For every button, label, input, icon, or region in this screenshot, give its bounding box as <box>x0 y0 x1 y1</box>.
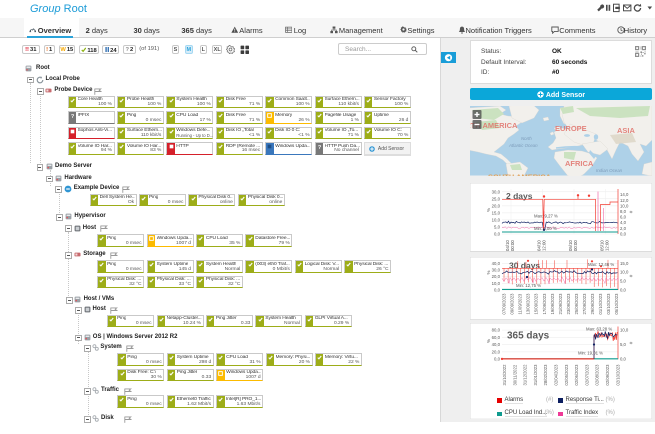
svg-text:AFRICA: AFRICA <box>565 159 594 168</box>
svg-text:00:00: 00:00 <box>573 240 578 251</box>
svg-text:365 days: 365 days <box>507 330 550 341</box>
svg-text:07/09/2023: 07/09/2023 <box>502 293 507 315</box>
svg-text:25,0: 25,0 <box>492 196 501 201</box>
svg-text:Max: 63,28 %: Max: 63,28 % <box>586 326 612 331</box>
svg-text:02/09/2023: 02/09/2023 <box>605 364 610 386</box>
svg-text:25/09/2023: 25/09/2023 <box>574 293 579 315</box>
svg-text:31/01/2023: 31/01/2023 <box>533 364 538 386</box>
svg-text:30/11/2022: 30/11/2022 <box>512 364 517 385</box>
svg-text:00:00: 00:00 <box>510 240 515 251</box>
svg-text:31/10/2022: 31/10/2022 <box>502 364 507 386</box>
svg-text:20,0: 20,0 <box>492 349 501 354</box>
svg-text:02/07/2023: 02/07/2023 <box>584 364 589 386</box>
svg-text:Min: 0,00 %: Min: 0,00 % <box>534 226 557 231</box>
svg-text:04/10: 04/10 <box>537 240 542 251</box>
svg-text:20,0: 20,0 <box>492 274 501 279</box>
svg-text:SOUTH AMERICA: SOUTH AMERICA <box>488 173 552 176</box>
svg-text:4,0: 4,0 <box>620 220 627 225</box>
svg-text:15,0: 15,0 <box>620 261 629 266</box>
svg-text:?: ? <box>71 114 75 119</box>
svg-text:31/12/2022: 31/12/2022 <box>523 364 528 386</box>
svg-text:27/09/2023: 27/09/2023 <box>582 293 587 315</box>
svg-text:05/10/2023: 05/10/2023 <box>614 293 619 315</box>
svg-text:Max: 12,46 %: Max: 12,46 % <box>588 262 614 267</box>
svg-text:30 days: 30 days <box>509 261 540 271</box>
svg-text:EUROPE: EUROPE <box>555 124 587 133</box>
svg-text:29/09/2023: 29/09/2023 <box>590 293 595 315</box>
svg-text:12,0: 12,0 <box>620 198 629 203</box>
svg-text:03/10/2023: 03/10/2023 <box>606 293 611 315</box>
svg-text:%: % <box>486 271 491 275</box>
svg-text:Min: 12,75 %: Min: 12,75 % <box>516 283 541 288</box>
svg-text:12:00: 12:00 <box>542 240 547 251</box>
svg-text:15,0: 15,0 <box>492 210 501 215</box>
svg-text:01/10/2023: 01/10/2023 <box>598 293 603 315</box>
svg-text:Max: 9,27 %: Max: 9,27 % <box>534 214 558 219</box>
svg-text:10,0: 10,0 <box>620 327 629 332</box>
svg-text:02/04/2023: 02/04/2023 <box>554 364 559 386</box>
svg-text:10,0: 10,0 <box>492 281 501 286</box>
svg-text:02/05/2023: 02/05/2023 <box>564 364 569 386</box>
svg-text:60,0: 60,0 <box>492 335 501 340</box>
svg-text:2 days: 2 days <box>506 191 533 201</box>
svg-text:02/08/2023: 02/08/2023 <box>595 364 600 386</box>
svg-text:12:00: 12:00 <box>605 240 610 251</box>
svg-text:NORTH AMERICA: NORTH AMERICA <box>470 121 518 130</box>
svg-text:ASIA: ASIA <box>617 126 636 135</box>
svg-text:#: # <box>628 341 633 344</box>
svg-text:19/09/2023: 19/09/2023 <box>550 293 555 315</box>
svg-text:10,0: 10,0 <box>620 270 629 275</box>
svg-text:5,0: 5,0 <box>620 342 627 347</box>
svg-text:Indian Ocean: Indian Ocean <box>596 168 623 173</box>
svg-text:0,0: 0,0 <box>494 288 501 293</box>
svg-text:40,0: 40,0 <box>492 261 501 266</box>
svg-text:#: # <box>628 275 633 278</box>
svg-text:15/09/2023: 15/09/2023 <box>534 293 539 315</box>
svg-text:%: % <box>486 339 491 343</box>
svg-text:6,0: 6,0 <box>620 215 627 220</box>
svg-text:0,0: 0,0 <box>620 288 627 293</box>
svg-text:0,0: 0,0 <box>620 232 627 237</box>
svg-text:5,0: 5,0 <box>620 279 627 284</box>
svg-text:05/10: 05/10 <box>568 240 573 251</box>
svg-text:02/10/2023: 02/10/2023 <box>615 364 620 386</box>
svg-text:0,0: 0,0 <box>494 356 501 361</box>
svg-text:20,0: 20,0 <box>492 203 501 208</box>
svg-text:Min: 19,01 %: Min: 19,01 % <box>578 350 603 355</box>
svg-text:30,0: 30,0 <box>492 189 501 194</box>
svg-text:0,0: 0,0 <box>494 232 501 237</box>
svg-text:10,0: 10,0 <box>620 203 629 208</box>
svg-text:13/09/2023: 13/09/2023 <box>526 293 531 315</box>
svg-text:05/10: 05/10 <box>600 240 605 251</box>
svg-text:%: % <box>486 208 491 212</box>
svg-text:28/02/2023: 28/02/2023 <box>543 364 548 386</box>
svg-text:2,0: 2,0 <box>620 226 627 231</box>
svg-text:10,0: 10,0 <box>492 217 501 222</box>
svg-text:8,0: 8,0 <box>620 209 627 214</box>
svg-text:Atlantic Ocean: Atlantic Ocean <box>508 143 538 148</box>
svg-text:21/09/2023: 21/09/2023 <box>558 293 563 315</box>
svg-text:North: North <box>521 136 532 141</box>
svg-text:23/09/2023: 23/09/2023 <box>566 293 571 315</box>
svg-text:04/10: 04/10 <box>505 240 510 251</box>
svg-text:17/09/2023: 17/09/2023 <box>542 293 547 315</box>
svg-text:5,0: 5,0 <box>494 225 501 230</box>
svg-text:09/09/2023: 09/09/2023 <box>510 293 515 315</box>
svg-text:40,0: 40,0 <box>492 342 501 347</box>
svg-text:#: # <box>629 210 634 213</box>
svg-text:?: ? <box>318 145 322 150</box>
svg-text:30,0: 30,0 <box>492 268 501 273</box>
svg-text:80,0: 80,0 <box>492 327 501 332</box>
svg-text:02/06/2023: 02/06/2023 <box>574 364 579 386</box>
svg-text:11/09/2023: 11/09/2023 <box>518 293 523 314</box>
svg-text:0,0: 0,0 <box>620 356 627 361</box>
svg-text:14,0: 14,0 <box>620 192 629 197</box>
